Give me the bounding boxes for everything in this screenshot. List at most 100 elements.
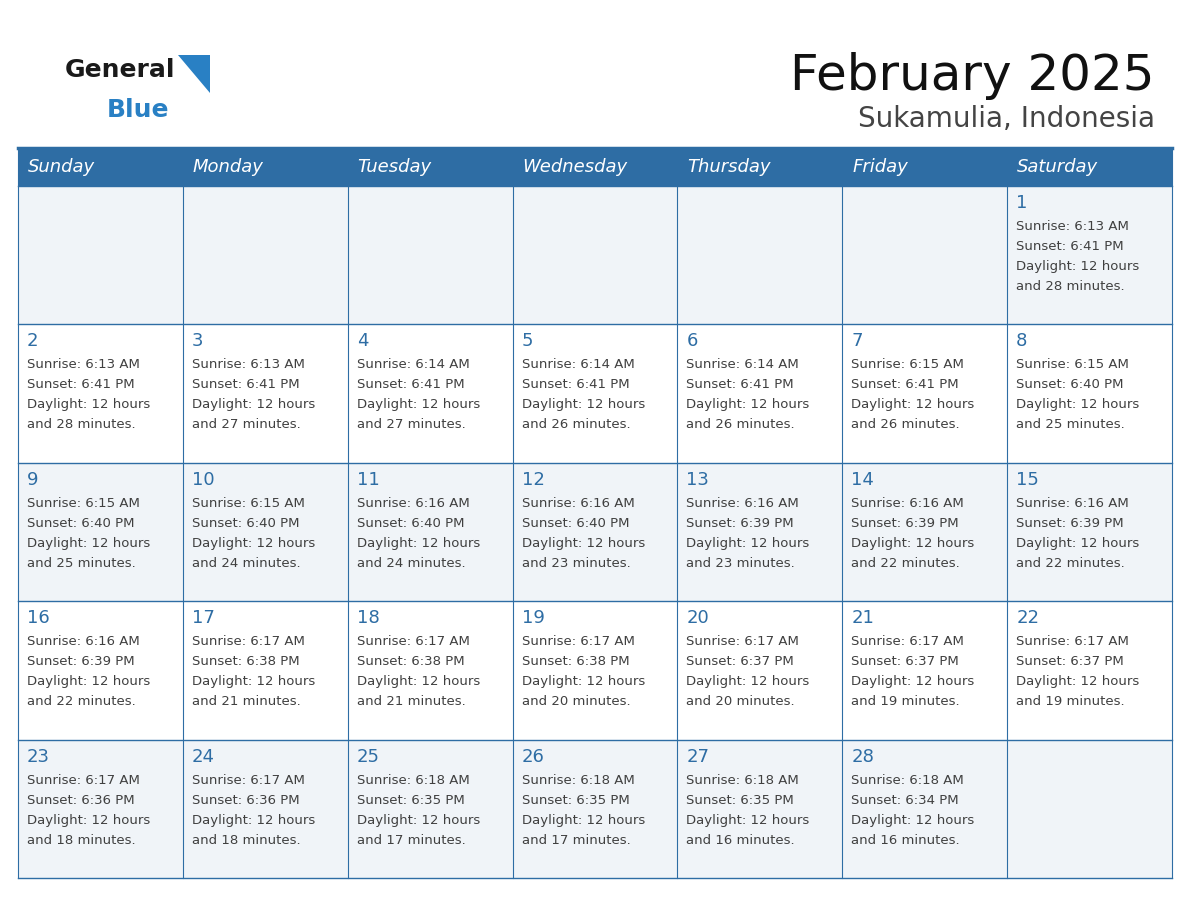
- Text: 4: 4: [356, 332, 368, 351]
- Text: 23: 23: [27, 747, 50, 766]
- Bar: [1007, 463, 1173, 601]
- Bar: [677, 740, 842, 878]
- Bar: [842, 740, 1007, 878]
- Text: Sunset: 6:41 PM: Sunset: 6:41 PM: [356, 378, 465, 391]
- Text: 25: 25: [356, 747, 380, 766]
- Text: Daylight: 12 hours: Daylight: 12 hours: [1016, 676, 1139, 688]
- Text: and 27 minutes.: and 27 minutes.: [191, 419, 301, 431]
- Text: Sunday: Sunday: [29, 158, 95, 176]
- Text: Sunrise: 6:15 AM: Sunrise: 6:15 AM: [191, 497, 305, 509]
- Bar: [1007, 148, 1173, 186]
- Bar: [18, 324, 183, 463]
- Text: Daylight: 12 hours: Daylight: 12 hours: [1016, 398, 1139, 411]
- Text: 17: 17: [191, 610, 215, 627]
- Text: Sunrise: 6:17 AM: Sunrise: 6:17 AM: [27, 774, 140, 787]
- Text: Daylight: 12 hours: Daylight: 12 hours: [191, 537, 315, 550]
- Text: Tuesday: Tuesday: [358, 158, 432, 176]
- Text: and 22 minutes.: and 22 minutes.: [27, 695, 135, 708]
- Text: Daylight: 12 hours: Daylight: 12 hours: [522, 537, 645, 550]
- Text: Daylight: 12 hours: Daylight: 12 hours: [356, 813, 480, 826]
- Text: Daylight: 12 hours: Daylight: 12 hours: [356, 398, 480, 411]
- Text: Daylight: 12 hours: Daylight: 12 hours: [1016, 537, 1139, 550]
- Bar: [348, 601, 512, 740]
- Text: Daylight: 12 hours: Daylight: 12 hours: [852, 676, 974, 688]
- Bar: [677, 186, 842, 324]
- Text: Sunrise: 6:13 AM: Sunrise: 6:13 AM: [191, 358, 305, 372]
- Text: Sunrise: 6:16 AM: Sunrise: 6:16 AM: [687, 497, 800, 509]
- Text: Sunrise: 6:14 AM: Sunrise: 6:14 AM: [356, 358, 469, 372]
- Bar: [677, 601, 842, 740]
- Text: and 18 minutes.: and 18 minutes.: [27, 834, 135, 846]
- Text: Sunrise: 6:16 AM: Sunrise: 6:16 AM: [522, 497, 634, 509]
- Text: 16: 16: [27, 610, 50, 627]
- Text: Daylight: 12 hours: Daylight: 12 hours: [191, 813, 315, 826]
- Text: Monday: Monday: [192, 158, 264, 176]
- Text: Sunset: 6:34 PM: Sunset: 6:34 PM: [852, 793, 959, 807]
- Text: Sunset: 6:37 PM: Sunset: 6:37 PM: [852, 655, 959, 668]
- Text: Sunset: 6:39 PM: Sunset: 6:39 PM: [1016, 517, 1124, 530]
- Text: 28: 28: [852, 747, 874, 766]
- Bar: [842, 463, 1007, 601]
- Text: and 17 minutes.: and 17 minutes.: [522, 834, 631, 846]
- Text: Daylight: 12 hours: Daylight: 12 hours: [522, 676, 645, 688]
- Text: Daylight: 12 hours: Daylight: 12 hours: [356, 537, 480, 550]
- Text: and 25 minutes.: and 25 minutes.: [1016, 419, 1125, 431]
- Bar: [512, 601, 677, 740]
- Bar: [677, 148, 842, 186]
- Text: 20: 20: [687, 610, 709, 627]
- Bar: [183, 601, 348, 740]
- Text: Sunset: 6:35 PM: Sunset: 6:35 PM: [522, 793, 630, 807]
- Text: Daylight: 12 hours: Daylight: 12 hours: [27, 676, 150, 688]
- Text: 10: 10: [191, 471, 215, 488]
- Text: Sunrise: 6:18 AM: Sunrise: 6:18 AM: [687, 774, 800, 787]
- Text: Sunset: 6:40 PM: Sunset: 6:40 PM: [356, 517, 465, 530]
- Text: Daylight: 12 hours: Daylight: 12 hours: [852, 398, 974, 411]
- Bar: [1007, 601, 1173, 740]
- Text: and 26 minutes.: and 26 minutes.: [687, 419, 795, 431]
- Text: Sunset: 6:37 PM: Sunset: 6:37 PM: [1016, 655, 1124, 668]
- Text: and 20 minutes.: and 20 minutes.: [522, 695, 630, 708]
- Text: Thursday: Thursday: [688, 158, 771, 176]
- Text: and 27 minutes.: and 27 minutes.: [356, 419, 466, 431]
- Text: and 20 minutes.: and 20 minutes.: [687, 695, 795, 708]
- Text: Sunset: 6:41 PM: Sunset: 6:41 PM: [687, 378, 794, 391]
- Bar: [512, 148, 677, 186]
- Polygon shape: [178, 55, 210, 93]
- Bar: [512, 186, 677, 324]
- Text: Sunrise: 6:16 AM: Sunrise: 6:16 AM: [356, 497, 469, 509]
- Text: Daylight: 12 hours: Daylight: 12 hours: [1016, 260, 1139, 273]
- Text: and 28 minutes.: and 28 minutes.: [1016, 280, 1125, 293]
- Bar: [842, 324, 1007, 463]
- Text: 13: 13: [687, 471, 709, 488]
- Text: Sunset: 6:38 PM: Sunset: 6:38 PM: [522, 655, 630, 668]
- Text: Sunset: 6:36 PM: Sunset: 6:36 PM: [191, 793, 299, 807]
- Text: 9: 9: [27, 471, 38, 488]
- Text: Daylight: 12 hours: Daylight: 12 hours: [687, 398, 810, 411]
- Text: Sunrise: 6:16 AM: Sunrise: 6:16 AM: [27, 635, 140, 648]
- Text: and 16 minutes.: and 16 minutes.: [687, 834, 795, 846]
- Text: 8: 8: [1016, 332, 1028, 351]
- Text: Sunset: 6:39 PM: Sunset: 6:39 PM: [27, 655, 134, 668]
- Text: Sunrise: 6:14 AM: Sunrise: 6:14 AM: [522, 358, 634, 372]
- Text: 5: 5: [522, 332, 533, 351]
- Text: Daylight: 12 hours: Daylight: 12 hours: [522, 398, 645, 411]
- Text: 1: 1: [1016, 194, 1028, 212]
- Bar: [677, 463, 842, 601]
- Text: and 18 minutes.: and 18 minutes.: [191, 834, 301, 846]
- Text: 3: 3: [191, 332, 203, 351]
- Text: Daylight: 12 hours: Daylight: 12 hours: [687, 537, 810, 550]
- Text: 11: 11: [356, 471, 379, 488]
- Text: Daylight: 12 hours: Daylight: 12 hours: [356, 676, 480, 688]
- Bar: [18, 463, 183, 601]
- Text: and 23 minutes.: and 23 minutes.: [687, 557, 795, 570]
- Text: Sunrise: 6:15 AM: Sunrise: 6:15 AM: [852, 358, 965, 372]
- Text: Daylight: 12 hours: Daylight: 12 hours: [687, 813, 810, 826]
- Text: and 26 minutes.: and 26 minutes.: [852, 419, 960, 431]
- Text: Sunset: 6:41 PM: Sunset: 6:41 PM: [1016, 240, 1124, 253]
- Text: General: General: [65, 58, 176, 82]
- Text: 22: 22: [1016, 610, 1040, 627]
- Bar: [18, 601, 183, 740]
- Bar: [1007, 740, 1173, 878]
- Text: and 24 minutes.: and 24 minutes.: [191, 557, 301, 570]
- Bar: [18, 148, 183, 186]
